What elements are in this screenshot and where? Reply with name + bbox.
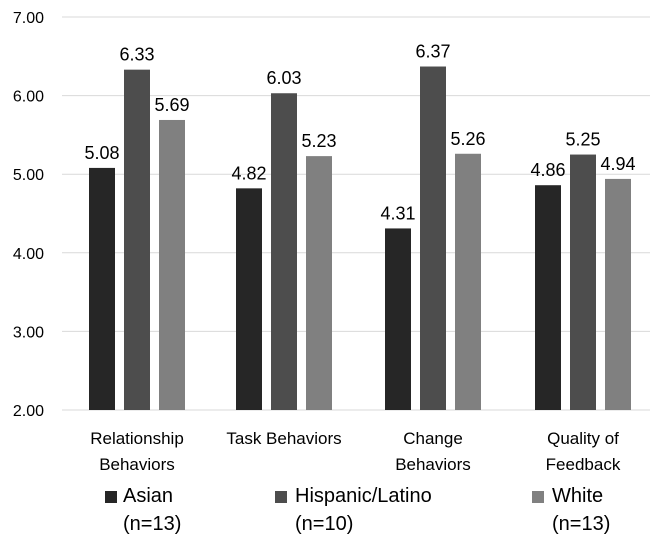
legend-label-white-n: (n=13) [552,513,611,535]
bar-s0-c3 [535,185,561,410]
bar-chart: 2.00 3.00 4.00 5.00 6.00 7.00 5.08 4.82 4.31 4.86… [13,10,650,474]
y-tick-label-1: 3.00 [13,324,44,341]
data-label-s0-c3: 4.86 [530,160,565,180]
y-tick-label-5: 7.00 [13,10,44,27]
data-label-s0-c0: 5.08 [84,143,119,163]
data-label-s0-c2: 4.31 [380,203,415,223]
y-tick-label-0: 2.00 [13,403,44,420]
x-category-label-1-0: Task Behaviors [226,429,341,448]
x-category-label-2-1: Behaviors [395,455,471,474]
bar-s2-c2 [455,153,481,410]
data-label-s1-c3: 5.25 [565,130,600,150]
x-category-label-2-0: Change [403,429,463,448]
y-tick-label-4: 6.00 [13,89,44,106]
x-category-label-0-1: Behaviors [99,455,175,474]
y-tick-label-2: 4.00 [13,246,44,263]
bar-s0-c2 [385,228,411,410]
data-label-s2-c3: 4.94 [600,154,635,174]
data-label-s2-c0: 5.69 [154,95,189,115]
x-category-label-3-1: Feedback [546,455,621,474]
x-category-label-0-0: Relationship [90,429,184,448]
data-label-s1-c0: 6.33 [119,45,154,65]
bar-s1-c1 [271,93,297,410]
bar-s1-c2 [420,66,446,410]
data-label-s1-c2: 6.37 [415,42,450,62]
legend-swatch-white [532,491,544,503]
legend-label-white-name: White [552,485,604,507]
legend-label-hispanic-name: Hispanic/Latino [295,485,432,507]
data-label-s0-c1: 4.82 [231,163,266,183]
legend-label-asian-n: (n=13) [123,513,182,535]
data-label-s2-c2: 5.26 [450,129,485,149]
bar-s1-c0 [124,69,150,411]
data-label-s2-c1: 5.23 [301,131,336,151]
bar-s0-c0 [89,167,115,410]
legend-label-hispanic-n: (n=10) [295,513,354,535]
legend-swatch-hispanic [275,491,287,503]
legend-swatch-asian [105,491,117,503]
data-label-s1-c1: 6.03 [266,68,301,88]
legend-label-asian-name: Asian [123,485,174,507]
bar-s0-c1 [236,188,262,410]
bar-s1-c3 [570,154,596,410]
x-category-label-3-0: Quality of [547,429,619,448]
bar-s2-c3 [605,178,631,410]
bar-s2-c0 [159,119,185,410]
bar-s2-c1 [306,156,332,410]
legend: Asian (n=13) Hispanic/Latino (n=10) Whit… [0,482,653,538]
y-tick-label-3: 5.00 [13,167,44,184]
